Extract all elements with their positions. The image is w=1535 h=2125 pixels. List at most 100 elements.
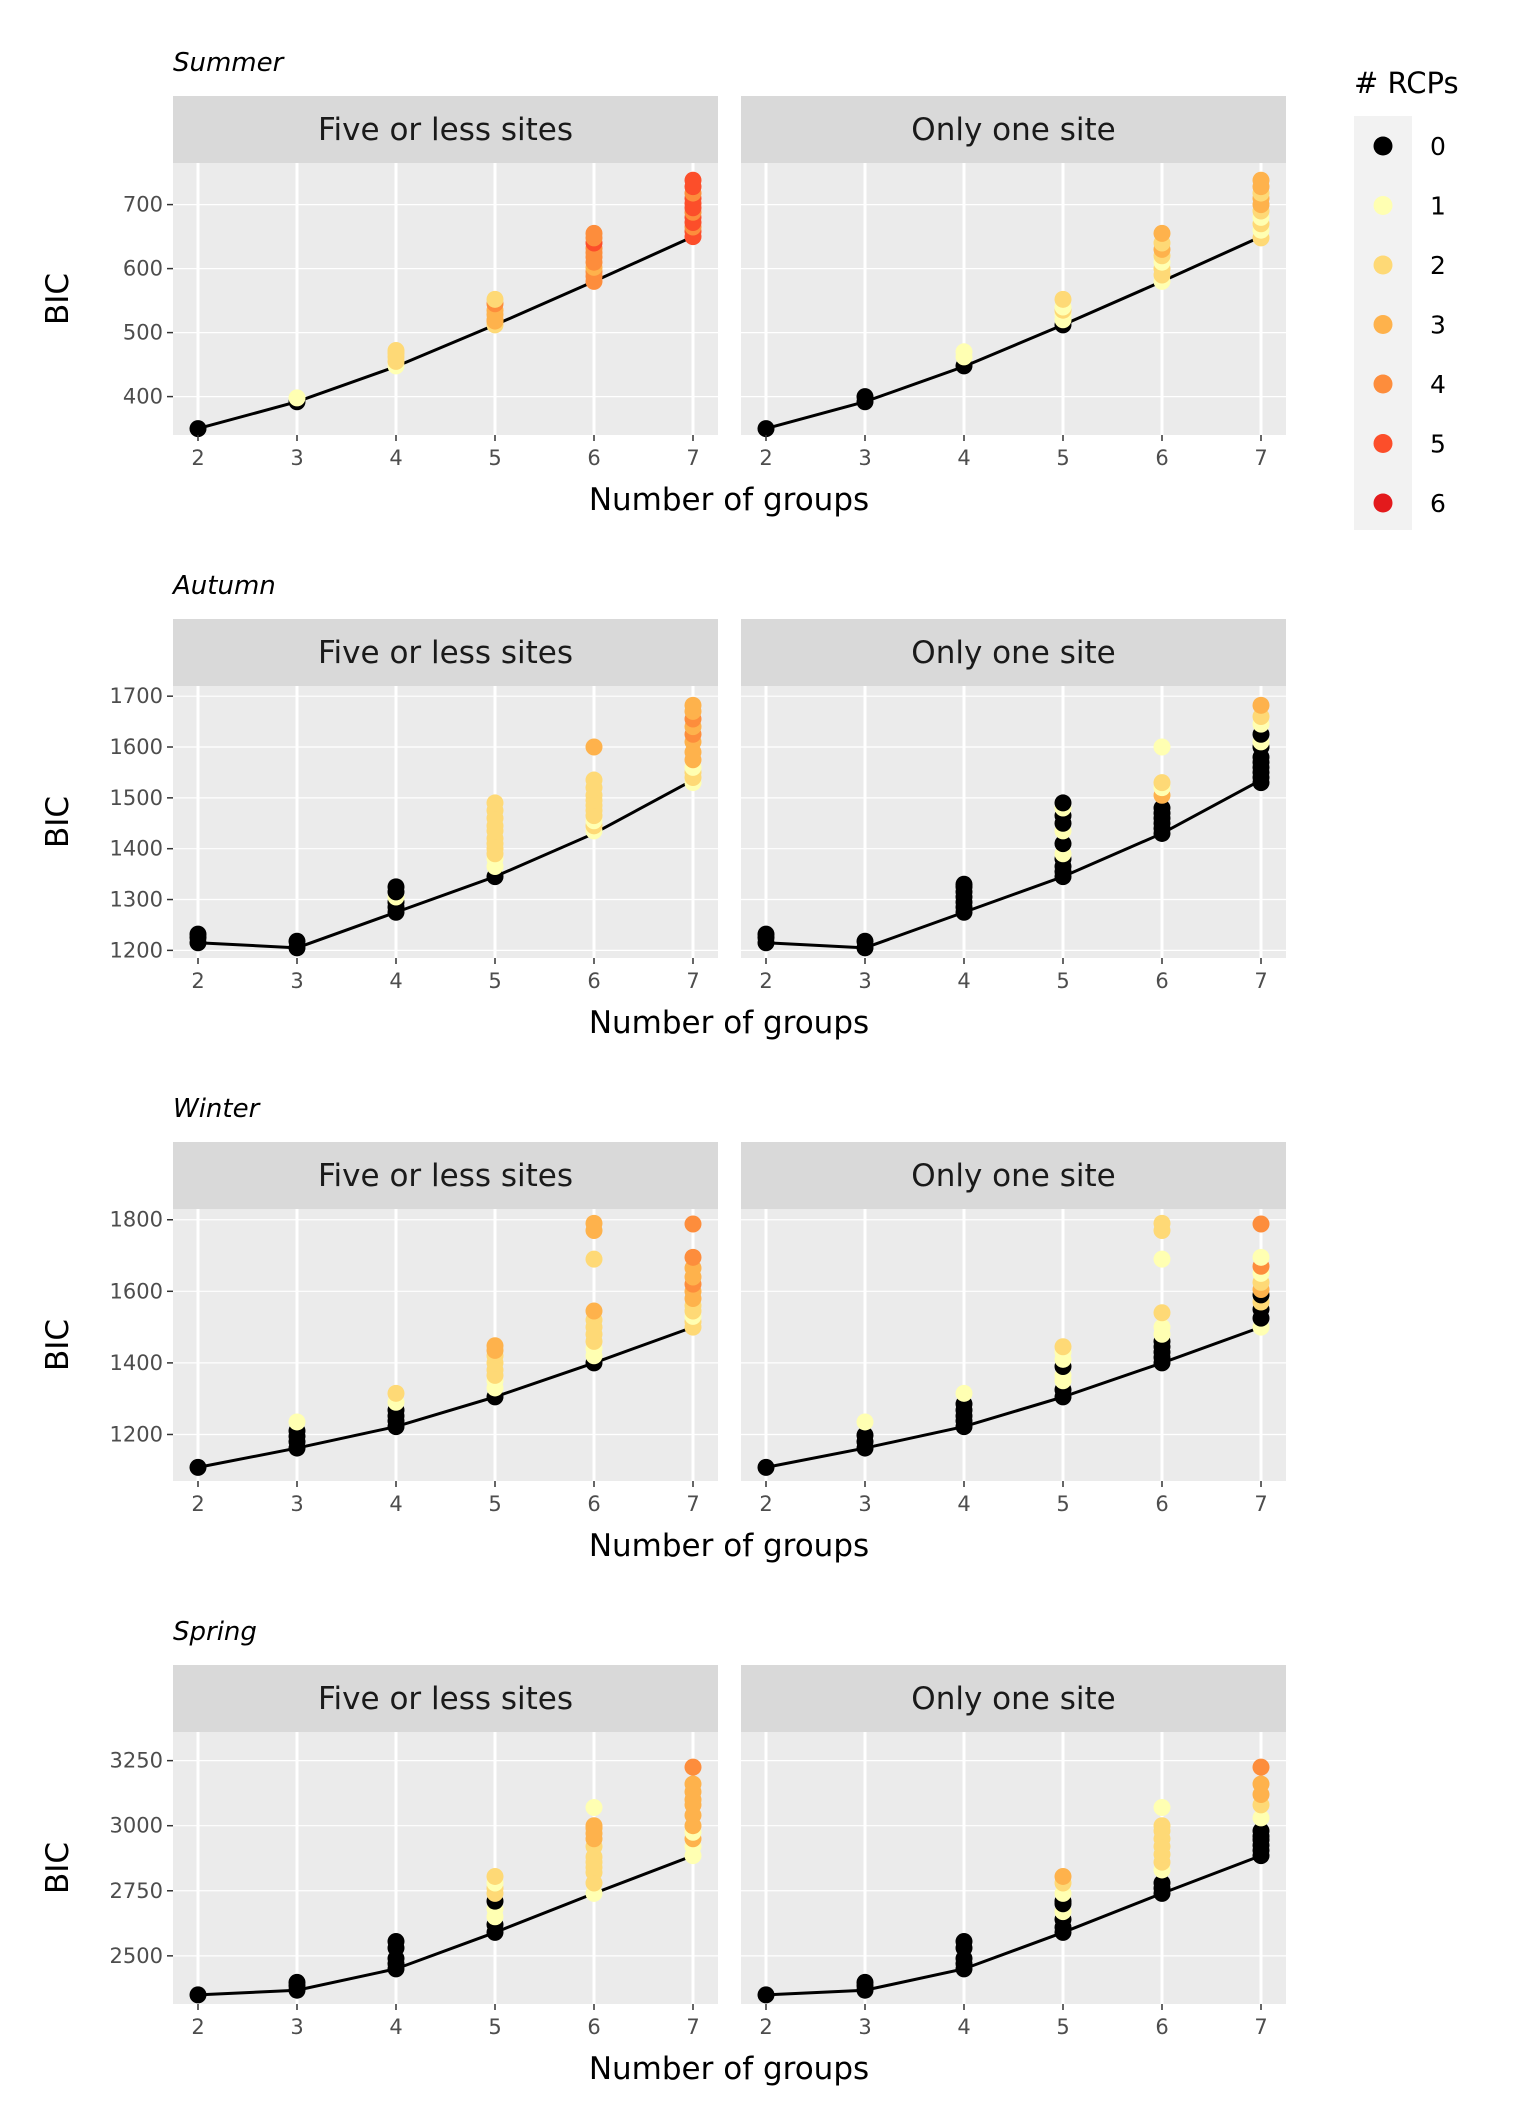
data-point [585, 1817, 603, 1835]
x-tick-label: 2 [759, 969, 772, 993]
data-point [856, 932, 874, 950]
data-point [1054, 1338, 1072, 1356]
bic-line [765, 235, 1262, 431]
y-tick-label: 400 [123, 385, 163, 409]
data-point [1252, 1758, 1270, 1776]
data-point [1153, 738, 1171, 756]
y-tick-label: 2500 [110, 1944, 163, 1968]
y-tick-label: 1800 [110, 1208, 163, 1232]
data-point [387, 1933, 405, 1951]
data-point [856, 1973, 874, 1991]
data-point [1252, 1822, 1270, 1840]
season-title: Spring [173, 1617, 257, 1647]
legend-label: 1 [1430, 192, 1446, 221]
legend-key-5 [1373, 434, 1393, 453]
data-point [189, 1986, 207, 2004]
data-point [955, 1933, 973, 1951]
data-point [1054, 835, 1072, 853]
y-tick-label: 1600 [110, 1279, 163, 1303]
facet-strip [741, 619, 1286, 686]
data-point [486, 1337, 504, 1355]
season-title: Summer [173, 48, 286, 78]
x-tick-label: 5 [488, 446, 501, 470]
data-point [955, 1384, 973, 1402]
x-tick-label: 6 [587, 2015, 600, 2039]
facet-strip-label: Only one site [911, 112, 1115, 148]
x-tick-label: 5 [488, 1492, 501, 1516]
data-point [1054, 1867, 1072, 1885]
facet-strip-label: Only one site [911, 1681, 1115, 1717]
facet-panel: Five or less sites 2 3 4 5 6 7 2500 2750 3000 3250 [110, 1665, 718, 2039]
data-point [1153, 1318, 1171, 1336]
data-point [387, 342, 405, 360]
bic-line [197, 1854, 694, 1997]
data-point [486, 794, 504, 812]
x-axis-title: Number of groups [589, 1005, 869, 1041]
data-point [757, 1458, 775, 1476]
x-tick-label: 3 [290, 446, 303, 470]
panel-background [741, 686, 1286, 958]
data-point [856, 388, 874, 406]
data-point [955, 343, 973, 361]
data-point [955, 875, 973, 893]
legend-key-0 [1373, 136, 1393, 156]
facet-panel: Five or less sites 2 3 4 5 6 7 1200 1300 1400 1500… [110, 619, 718, 993]
legend-label: 0 [1430, 132, 1446, 161]
facet-strip-label: Only one site [911, 635, 1115, 671]
data-point [1153, 1817, 1171, 1835]
x-tick-label: 3 [290, 1492, 303, 1516]
facet-strip [173, 619, 718, 686]
panel-background [173, 686, 718, 958]
x-tick-label: 6 [587, 446, 600, 470]
facet-panel: Only one site 2 3 4 5 6 7 [741, 619, 1286, 993]
legend-label: 2 [1430, 251, 1446, 280]
x-tick-label: 3 [858, 1492, 871, 1516]
x-axis-title: Number of groups [589, 2051, 869, 2087]
facet-strip [173, 1142, 718, 1209]
data-point [1153, 1798, 1171, 1816]
data-point [288, 1413, 306, 1431]
y-tick-label: 1400 [110, 1351, 163, 1375]
season-block-winter: Winter Five or less sites 2 3 4 5 6 7 1200 1400 16… [40, 1094, 1286, 1564]
data-point [585, 224, 603, 242]
x-tick-label: 3 [290, 969, 303, 993]
x-tick-label: 4 [389, 969, 402, 993]
panel-background [173, 163, 718, 435]
data-point [684, 171, 702, 189]
y-axis-title: BIC [40, 796, 76, 848]
x-axis-title: Number of groups [589, 1528, 869, 1564]
season-block-autumn: Autumn Five or less sites 2 3 4 5 6 7 1200 1300 14… [40, 571, 1286, 1041]
legend-label: 5 [1430, 430, 1446, 459]
data-point [387, 878, 405, 896]
data-point [1252, 1775, 1270, 1793]
data-point [1153, 1304, 1171, 1322]
x-tick-label: 6 [1155, 446, 1168, 470]
facet-panel: Five or less sites 2 3 4 5 6 7 1200 1400 1600 1800 [110, 1142, 718, 1516]
x-tick-label: 7 [1254, 2015, 1267, 2039]
x-tick-label: 6 [1155, 1492, 1168, 1516]
y-tick-label: 3000 [110, 1814, 163, 1838]
x-tick-label: 6 [587, 969, 600, 993]
data-point [189, 420, 207, 438]
data-point [1153, 1250, 1171, 1268]
facet-strip [173, 96, 718, 163]
season-title: Winter [173, 1094, 262, 1124]
data-point [1153, 224, 1171, 242]
data-point [1153, 799, 1171, 817]
bic-line [765, 1325, 1262, 1469]
facet-panel: Five or less sites 2 3 4 5 6 7 400 500 600 700 [123, 96, 718, 470]
facet-strip [741, 1142, 1286, 1209]
y-tick-label: 1300 [110, 888, 163, 912]
x-tick-label: 7 [1254, 446, 1267, 470]
data-point [684, 1758, 702, 1776]
x-tick-label: 2 [759, 446, 772, 470]
data-point [684, 696, 702, 714]
x-tick-label: 5 [1056, 446, 1069, 470]
data-point [585, 1798, 603, 1816]
data-point [1153, 1874, 1171, 1892]
x-tick-label: 2 [191, 969, 204, 993]
x-tick-label: 4 [957, 446, 970, 470]
facet-strip [173, 1665, 718, 1732]
data-point [757, 925, 775, 943]
data-point [1252, 171, 1270, 189]
